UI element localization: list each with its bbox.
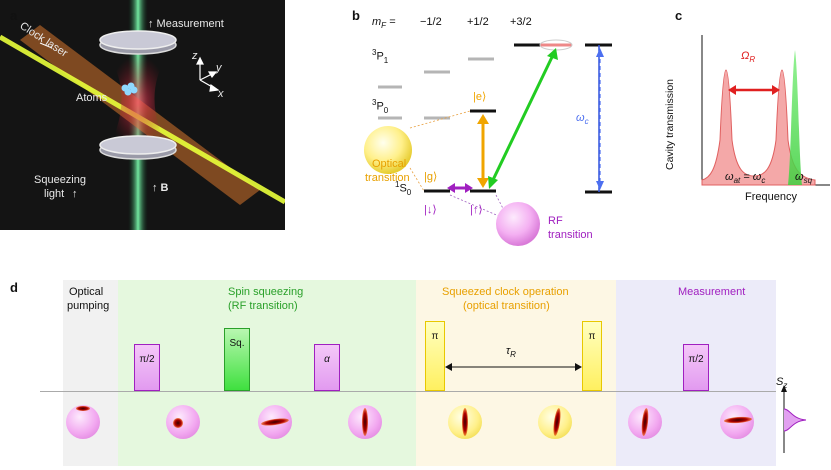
- stage-clock-line1: Squeezed clock operation: [442, 286, 569, 298]
- transmission-plot: [701, 35, 830, 186]
- mf-value-3: +3/2: [510, 16, 532, 28]
- ket-g-label: |g⟩: [424, 171, 438, 183]
- timeline: [40, 391, 776, 392]
- axis-x-label: x: [218, 88, 224, 100]
- grey-sublevels: [378, 57, 494, 120]
- rf-transition-line2: transition: [548, 229, 593, 241]
- sz-label: Sz: [776, 376, 788, 391]
- measurement-label: ↑ Measurement: [148, 18, 224, 30]
- sphere-clock-end: [538, 405, 572, 439]
- sphere-clock-start: [448, 405, 482, 439]
- optical-transition-line1: Optical: [372, 158, 407, 170]
- squeezing-arrow: ↑: [72, 188, 78, 200]
- mf-header: mF =: [372, 16, 396, 31]
- axis-y-label: y: [216, 62, 222, 74]
- sphere-pumped: [66, 405, 100, 439]
- mf-value-2: +1/2: [467, 16, 489, 28]
- stage-pumping-line2: pumping: [67, 300, 110, 312]
- rf-transition-line1: RF: [548, 215, 563, 227]
- ramsey-time-arrow: [445, 363, 582, 371]
- rf-bloch-sphere: [496, 202, 540, 246]
- panel-b-label: b: [352, 8, 360, 23]
- ket-down-label: |↓⟩: [424, 204, 437, 216]
- stage-squeezing-line1: Spin squeezing: [228, 286, 304, 298]
- panel-a-label: a: [10, 8, 18, 23]
- ket-e-label: |e⟩: [473, 91, 487, 103]
- omega-center-tick: ωat = ωc: [725, 171, 766, 186]
- panel-d-label: d: [10, 280, 18, 295]
- omega-sq-tick: ωsq: [795, 171, 813, 186]
- tau-label: τR: [506, 345, 516, 360]
- squeezing-light-line1: Squeezing: [34, 174, 86, 186]
- level-diagram: [364, 39, 612, 246]
- level-3p1-label: 3P1: [372, 48, 389, 65]
- pulse-pi2-measure: π/2: [683, 344, 709, 391]
- omega-c-label: ωc: [576, 112, 589, 127]
- sphere-coherent: [166, 405, 200, 439]
- squeezing-light-line2: light: [44, 188, 65, 200]
- pulse-pi-second: π: [582, 321, 602, 391]
- sphere-squeezed: [258, 405, 292, 439]
- sphere-readout-start: [628, 405, 662, 439]
- panel-c-label: c: [675, 8, 683, 23]
- sz-distribution: [781, 385, 807, 453]
- sphere-rotated: [348, 405, 382, 439]
- apparatus-illustration: Clock laser ↑ Measurement Atoms Squeezin…: [0, 0, 285, 230]
- stage-pumping-line1: Optical: [69, 286, 104, 298]
- pulse-pi-first: π: [425, 321, 445, 391]
- level-3p0-label: 3P0: [372, 98, 389, 115]
- pulse-squeezing: Sq.: [224, 328, 250, 391]
- c-ylabel: Cavity transmission: [664, 78, 676, 170]
- stage-measurement-label: Measurement: [678, 286, 746, 298]
- pulse-alpha: α: [314, 344, 340, 391]
- omega-r-label: ΩR: [741, 50, 756, 65]
- optical-transition-line2: transition: [365, 172, 410, 184]
- sphere-readout-end: [720, 405, 754, 439]
- stage-squeezing-line2: (RF transition): [228, 300, 298, 312]
- atoms-label: Atoms: [76, 92, 108, 104]
- optical-bloch-sphere: [364, 126, 412, 174]
- pulse-pi2-rf: π/2: [134, 344, 160, 391]
- mf-value-1: −1/2: [420, 16, 442, 28]
- axis-z-label: z: [192, 50, 198, 62]
- c-xlabel: Frequency: [745, 191, 797, 203]
- level-1s0-label: 1S0: [395, 180, 412, 197]
- stage-clock-line2: (optical transition): [463, 300, 550, 312]
- apparatus-drawing: [0, 0, 285, 230]
- ket-up-label: |↑⟩: [470, 204, 483, 216]
- b-field-label: ↑ B: [152, 182, 169, 194]
